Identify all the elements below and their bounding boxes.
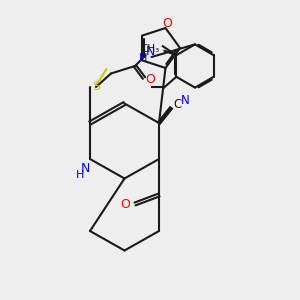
Text: CH₃: CH₃ [140, 44, 160, 54]
Text: O: O [121, 197, 130, 211]
Text: O: O [145, 73, 155, 86]
Text: H: H [76, 169, 85, 180]
Text: N: N [145, 45, 155, 58]
Text: C: C [173, 98, 182, 111]
Text: O: O [162, 17, 172, 30]
Text: N: N [181, 94, 189, 107]
Text: S: S [93, 80, 101, 94]
Text: H: H [139, 53, 148, 64]
Text: N: N [81, 161, 90, 175]
